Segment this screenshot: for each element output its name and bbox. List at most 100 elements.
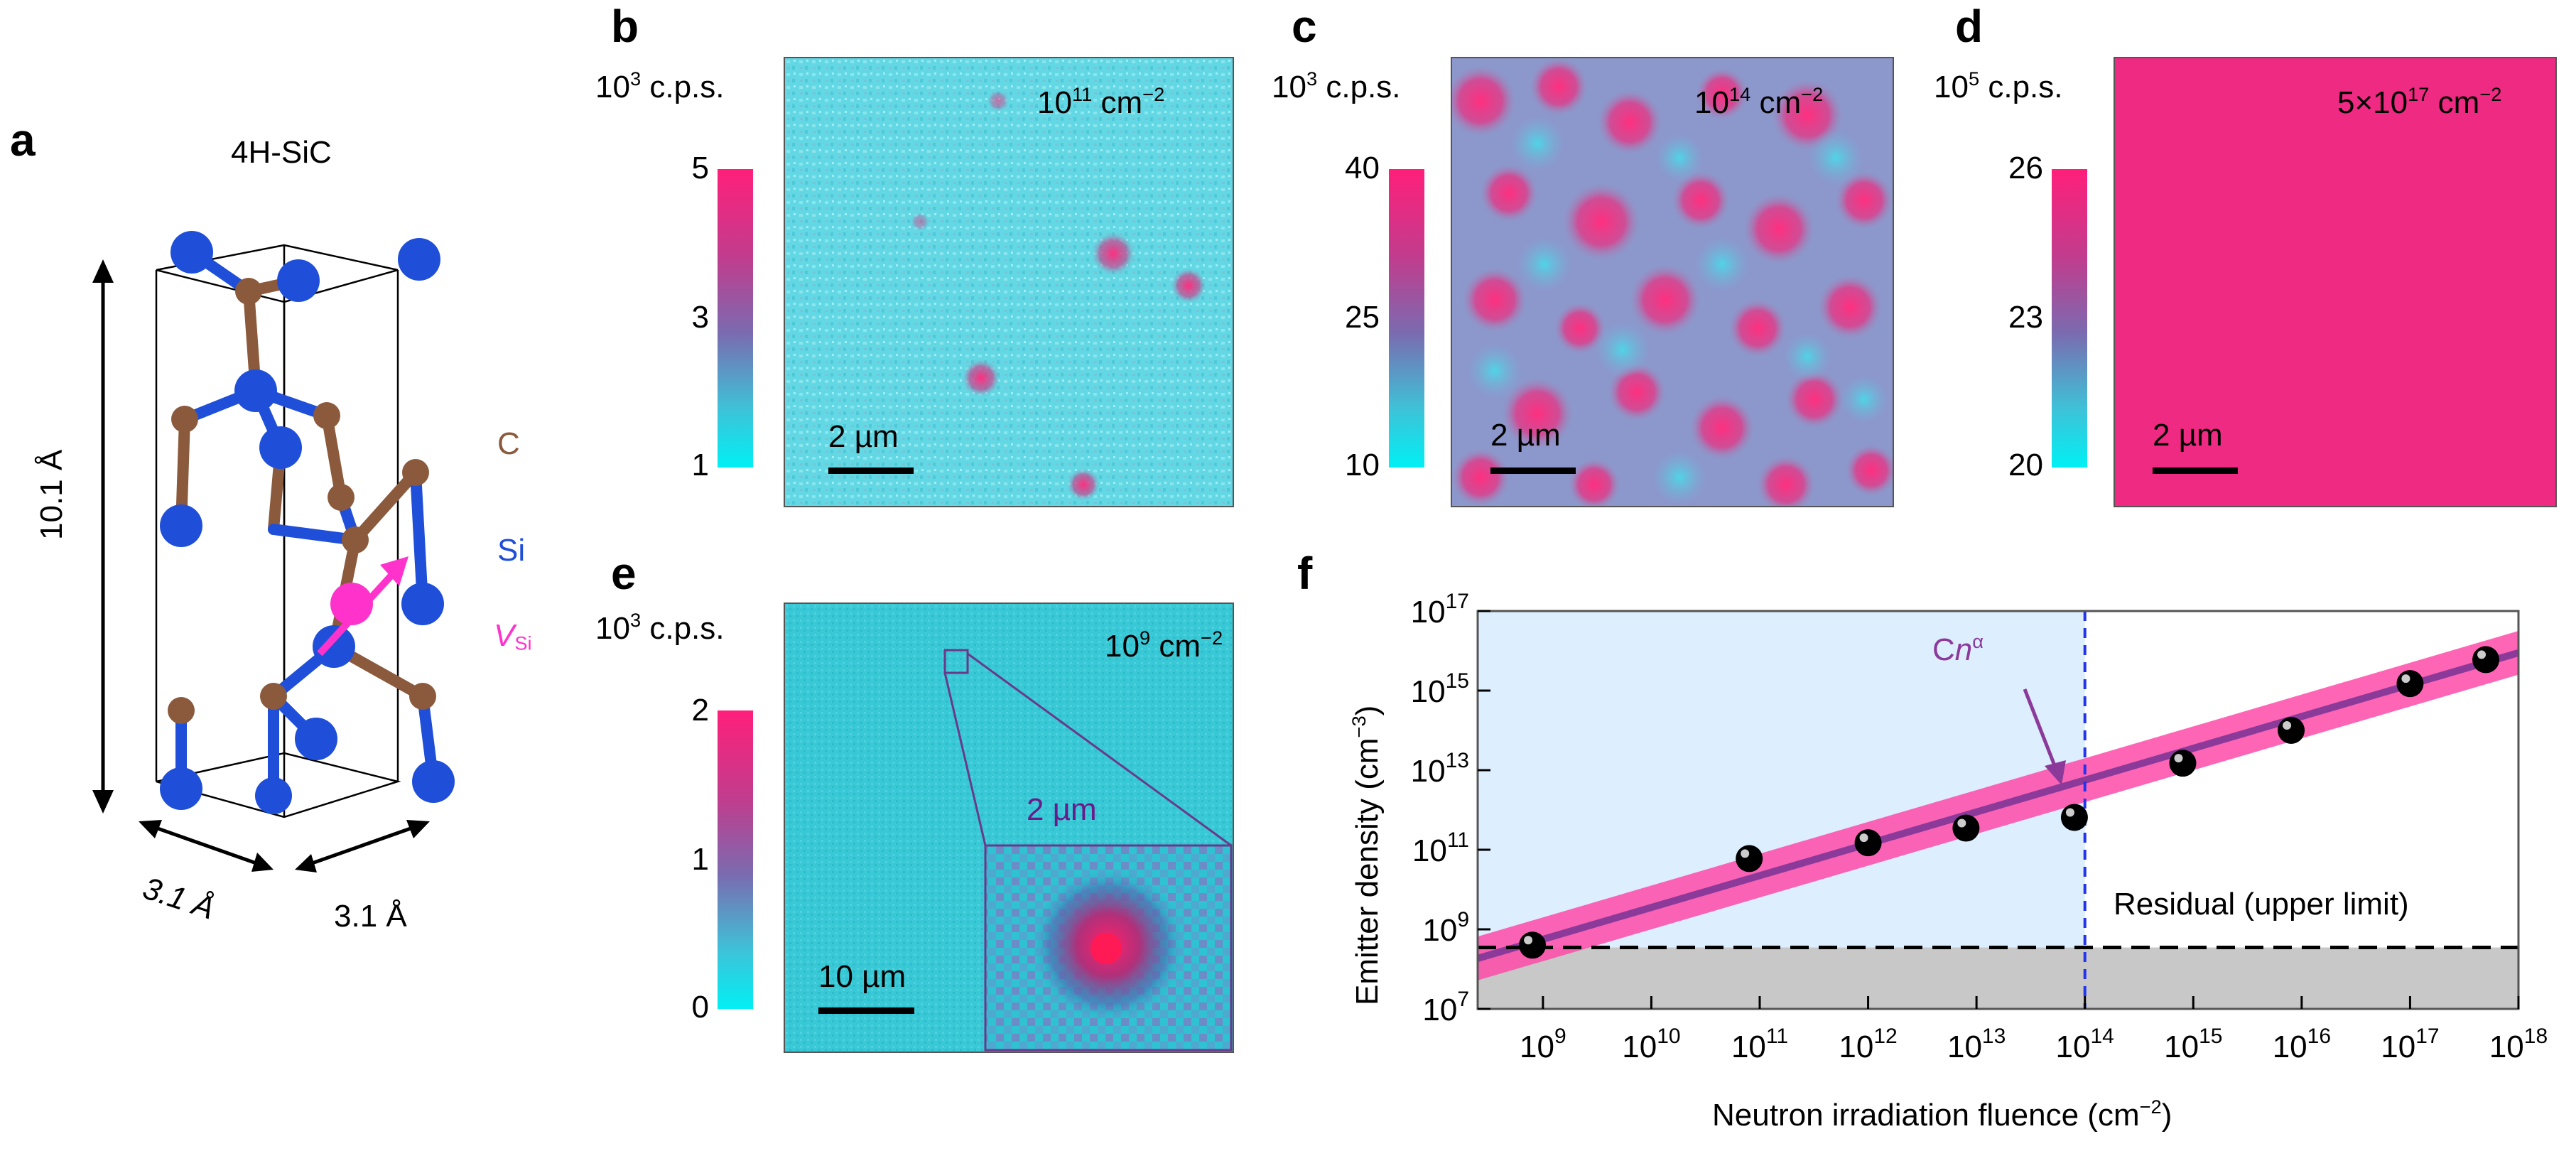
data-point-highlight (2065, 808, 2074, 817)
y-tick-label: 1015 (1411, 669, 1469, 709)
panel-label-b: b (611, 1, 639, 52)
panel-d-tick: 26 (2008, 151, 2043, 185)
data-point (2396, 670, 2424, 698)
x-tick-label: 1018 (2489, 1025, 2548, 1064)
panel-label-e: e (611, 548, 637, 599)
fit-line (1476, 649, 2520, 962)
panel-d-scalebar-label: 2 µm (2153, 418, 2223, 453)
panel-d-units: 105 c.p.s. (1934, 67, 2063, 104)
atom-label-c: C (497, 426, 520, 461)
plot-frame (1476, 610, 2520, 1010)
panel-e-fluence: 109 cm−2 (1105, 627, 1223, 664)
x-tick-label: 1012 (1839, 1025, 1897, 1064)
panel-d-scalebar (2153, 468, 2238, 474)
panel-b-scalebar-label: 2 µm (828, 419, 899, 454)
panel-label-c: c (1292, 1, 1317, 52)
panel-b-fluence: 1011 cm−2 (1037, 83, 1165, 120)
y-tick-label: 1013 (1411, 749, 1469, 789)
panel-e-inset-scalebar-label: 2 µm (1027, 792, 1097, 827)
vacancy-label: VSi (494, 618, 532, 654)
panel-d-fluence: 5×1017 cm−2 (2337, 83, 2502, 120)
x-tick-label: 1016 (2273, 1025, 2331, 1064)
panel-e-units: 103 c.p.s. (595, 609, 725, 646)
panel-b-tick: 3 (691, 300, 709, 335)
x-tick-label: 1011 (1731, 1025, 1788, 1064)
y-tick-label: 1017 (1411, 590, 1469, 629)
x-tick-label: 109 (1520, 1025, 1566, 1064)
panel-a-title: 4H-SiC (231, 135, 332, 170)
data-point-highlight (2477, 650, 2486, 659)
x-tick-label: 1014 (2056, 1025, 2114, 1064)
panel-e-pattern (785, 604, 1233, 1052)
carbon-atoms (168, 278, 436, 724)
data-point (2472, 646, 2500, 674)
panel-e-scalebar (818, 1007, 914, 1014)
data-point (2278, 717, 2305, 744)
fit-label-arrow (2023, 688, 2059, 772)
panel-b-image (784, 57, 1234, 507)
fit-label: Cnα (1932, 630, 1984, 667)
spin-arrow (317, 566, 401, 656)
panel-b-tick: 5 (691, 151, 709, 185)
data-point (2060, 804, 2088, 831)
bonds (175, 247, 439, 794)
data-point (1952, 814, 1980, 842)
panel-c-tick: 40 (1345, 151, 1380, 185)
unit-cell (155, 244, 401, 818)
data-point (1854, 829, 1882, 857)
panel-b-units: 103 c.p.s. (595, 67, 725, 104)
panel-b-scalebar (828, 468, 914, 474)
panel-b-tick: 1 (691, 448, 709, 482)
panel-c-scalebar (1490, 468, 1576, 474)
data-point-highlight (1859, 833, 1868, 843)
inset-source-box (943, 649, 969, 674)
height-label: 10.1 Å (34, 449, 69, 540)
data-point-highlight (2401, 674, 2410, 683)
panel-label-d: d (1955, 1, 1984, 52)
silicon-atoms (160, 231, 455, 814)
y-tick-label: 107 (1422, 988, 1469, 1027)
panel-c-colorbar (1389, 169, 1424, 468)
fit-label-arrowhead (2045, 760, 2066, 785)
y-tick-label: 1011 (1412, 828, 1469, 868)
width-arrow-2 (301, 822, 423, 869)
panel-e-tick: 1 (691, 842, 709, 877)
panel-d-tick: 23 (2008, 300, 2043, 335)
data-point (1736, 845, 1763, 872)
x-axis-label: Neutron irradiation fluence (cm−2) (1712, 1096, 2172, 1133)
width-arrow-1 (145, 822, 267, 869)
data-point (2169, 750, 2197, 777)
panel-e-tick: 2 (691, 693, 709, 728)
y-tick-label: 109 (1422, 908, 1469, 948)
panel-e-tick: 0 (691, 990, 709, 1025)
data-point-highlight (1741, 849, 1750, 858)
panel-b-colorbar (718, 169, 753, 468)
data-point (1519, 931, 1547, 959)
x-tick-label: 1010 (1622, 1025, 1680, 1064)
panel-e-scalebar-label: 10 µm (818, 959, 907, 994)
data-point-highlight (2283, 721, 2292, 730)
atom-label-si: Si (497, 533, 526, 568)
x-tick-label: 1013 (1947, 1025, 2006, 1064)
y-axis-label: Emitter density (cm−3) (1348, 705, 1385, 1005)
vacancy-atom (330, 583, 373, 625)
residual-region (1478, 947, 2518, 1009)
panel-e-colorbar (718, 710, 753, 1009)
data-point-highlight (1524, 936, 1533, 945)
crystal-structure (92, 231, 455, 872)
panel-label-f: f (1297, 548, 1313, 599)
panel-d-tick: 20 (2008, 448, 2043, 482)
panel-c-image (1451, 57, 1894, 507)
panel-d-image (2114, 57, 2557, 507)
x-tick-label: 1017 (2381, 1025, 2439, 1064)
panel-c-tick: 25 (1345, 300, 1380, 335)
panel-b-pattern (785, 58, 1233, 506)
x-tick-label: 1015 (2164, 1025, 2222, 1064)
panel-c-fluence: 1014 cm−2 (1694, 83, 1824, 120)
data-point-highlight (1957, 818, 1966, 828)
panel-c-scalebar-label: 2 µm (1490, 418, 1561, 453)
panel-c-units: 103 c.p.s. (1272, 67, 1401, 104)
panel-label-a: a (10, 114, 36, 166)
panel-c-pattern (1452, 58, 1893, 506)
width-label-2: 3.1 Å (334, 899, 407, 934)
